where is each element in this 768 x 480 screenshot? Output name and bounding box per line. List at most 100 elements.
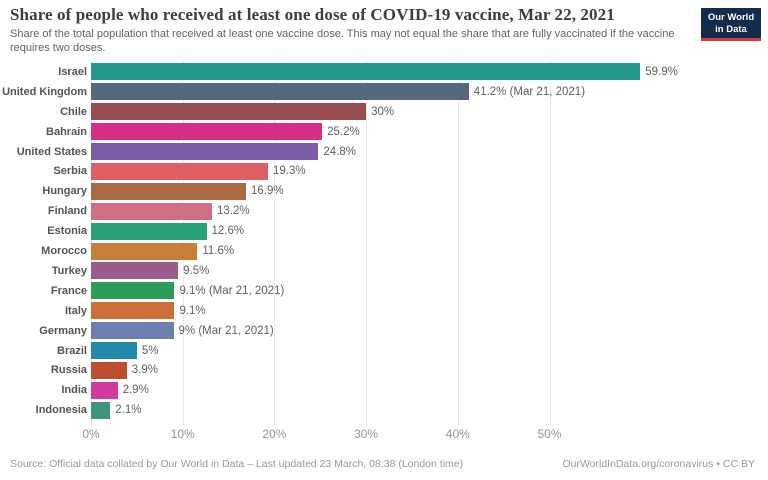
- value-label: 2.9%: [122, 384, 149, 397]
- bar[interactable]: [91, 222, 207, 240]
- bar[interactable]: [91, 361, 127, 379]
- bar-track: 24.8%: [91, 143, 768, 161]
- gridline-50: [549, 62, 551, 425]
- owid-logo-line2: in Data: [715, 23, 747, 35]
- bar-track: 2.9%: [91, 381, 768, 399]
- x-tick-label: 40%: [445, 427, 470, 441]
- value-label: 24.8%: [323, 145, 357, 158]
- bar[interactable]: [91, 123, 323, 141]
- bar[interactable]: [91, 83, 469, 101]
- source-note: Source: Official data collated by Our Wo…: [10, 458, 464, 470]
- bar-row: Hungary 16.9%: [0, 181, 768, 201]
- bar-track: 19.3%: [91, 162, 768, 180]
- bar-track: 5%: [91, 342, 768, 360]
- category-label: Estonia: [47, 225, 87, 238]
- bar[interactable]: [91, 162, 268, 180]
- bar[interactable]: [91, 103, 367, 121]
- owid-logo-line1: Our World: [707, 12, 755, 23]
- value-label: 12.6%: [211, 225, 245, 238]
- x-tick-label: 50%: [537, 427, 562, 441]
- chart-title: Share of people who received at least on…: [10, 5, 615, 24]
- bar-row: Turkey 9.5%: [0, 261, 768, 281]
- chart-footer: Source: Official data collated by Our Wo…: [10, 458, 755, 470]
- bar[interactable]: [91, 242, 198, 260]
- bar-track: 11.6%: [91, 242, 768, 260]
- category-label: Finland: [47, 205, 87, 218]
- value-label: 5%: [141, 344, 159, 357]
- bar-track: 3.9%: [91, 361, 768, 379]
- category-label: Indonesia: [35, 404, 87, 417]
- owid-logo[interactable]: Our World in Data: [701, 8, 761, 41]
- bar[interactable]: [91, 381, 118, 399]
- bar[interactable]: [91, 63, 641, 81]
- bar-track: 59.9%: [91, 63, 768, 81]
- category-label: Chile: [60, 105, 87, 118]
- bar[interactable]: [91, 202, 213, 220]
- category-label: Hungary: [42, 185, 87, 198]
- gridline-30: [366, 62, 368, 425]
- bar-row: Finland 13.2%: [0, 201, 768, 221]
- x-tick-label: 10%: [170, 427, 195, 441]
- bar-row: France 9.1% (Mar 21, 2021): [0, 281, 768, 301]
- category-label: Bahrain: [46, 125, 87, 138]
- value-label: 9% (Mar 21, 2021): [178, 324, 274, 337]
- bar-row: United Kingdom 41.2% (Mar 21, 2021): [0, 82, 768, 102]
- license-link[interactable]: OurWorldInData.org/coronavirus • CC BY: [562, 458, 755, 470]
- bar-row: Chile 30%: [0, 102, 768, 122]
- category-label: Serbia: [53, 165, 87, 178]
- value-label: 3.9%: [131, 364, 158, 377]
- bar-track: 41.2% (Mar 21, 2021): [91, 83, 768, 101]
- bar[interactable]: [91, 342, 137, 360]
- bar-row: Bahrain 25.2%: [0, 122, 768, 142]
- category-label: Brazil: [57, 344, 87, 357]
- bar-row: United States 24.8%: [0, 142, 768, 162]
- bar-track: 16.9%: [91, 182, 768, 200]
- bar-row: Brazil 5%: [0, 341, 768, 361]
- chart-subtitle: Share of the total population that recei…: [10, 28, 675, 54]
- category-label: Germany: [39, 324, 87, 337]
- bar-track: 9.5%: [91, 262, 768, 280]
- bar-row: Russia 3.9%: [0, 361, 768, 381]
- bar[interactable]: [91, 182, 246, 200]
- bar-track: 12.6%: [91, 222, 768, 240]
- value-label: 30%: [371, 105, 395, 118]
- bar-row: Israel 59.9%: [0, 62, 768, 82]
- category-label: India: [61, 384, 87, 397]
- bar-row: Serbia 19.3%: [0, 162, 768, 182]
- gridline-40: [457, 62, 459, 425]
- bar[interactable]: [91, 282, 175, 300]
- bar-track: 2.1%: [91, 401, 768, 419]
- category-label: United Kingdom: [2, 85, 87, 98]
- bar-row: Germany 9% (Mar 21, 2021): [0, 321, 768, 341]
- category-label: Israel: [58, 65, 87, 78]
- bar[interactable]: [91, 302, 175, 320]
- category-label: Italy: [64, 304, 87, 317]
- category-label: United States: [16, 145, 87, 158]
- bar[interactable]: [91, 322, 174, 340]
- bar[interactable]: [91, 262, 179, 280]
- category-label: Morocco: [41, 245, 87, 258]
- bar-row: Morocco 11.6%: [0, 241, 768, 261]
- value-label: 9.1% (Mar 21, 2021): [179, 284, 285, 297]
- value-label: 11.6%: [202, 245, 235, 258]
- gridline-20: [274, 62, 276, 425]
- x-tick-label: 30%: [354, 427, 379, 441]
- bar[interactable]: [91, 401, 111, 419]
- bar-track: 9.1% (Mar 21, 2021): [91, 282, 768, 300]
- bar-track: 30%: [91, 103, 768, 121]
- bar-track: 9.1%: [91, 302, 768, 320]
- x-tick-label: 0%: [82, 427, 100, 441]
- x-tick-label: 20%: [262, 427, 287, 441]
- bar-track: 9% (Mar 21, 2021): [91, 322, 768, 340]
- bar[interactable]: [91, 143, 319, 161]
- bar-row: Indonesia 2.1%: [0, 400, 768, 420]
- value-label: 41.2% (Mar 21, 2021): [473, 85, 586, 98]
- value-label: 13.2%: [217, 205, 250, 218]
- value-label: 59.9%: [645, 65, 678, 78]
- value-label: 25.2%: [327, 125, 360, 138]
- bar-row: India 2.9%: [0, 380, 768, 400]
- x-axis: 0% 10% 20% 30% 40% 50%: [82, 427, 768, 443]
- bar-row: Italy 9.1%: [0, 301, 768, 321]
- value-label: 9.1%: [179, 304, 206, 317]
